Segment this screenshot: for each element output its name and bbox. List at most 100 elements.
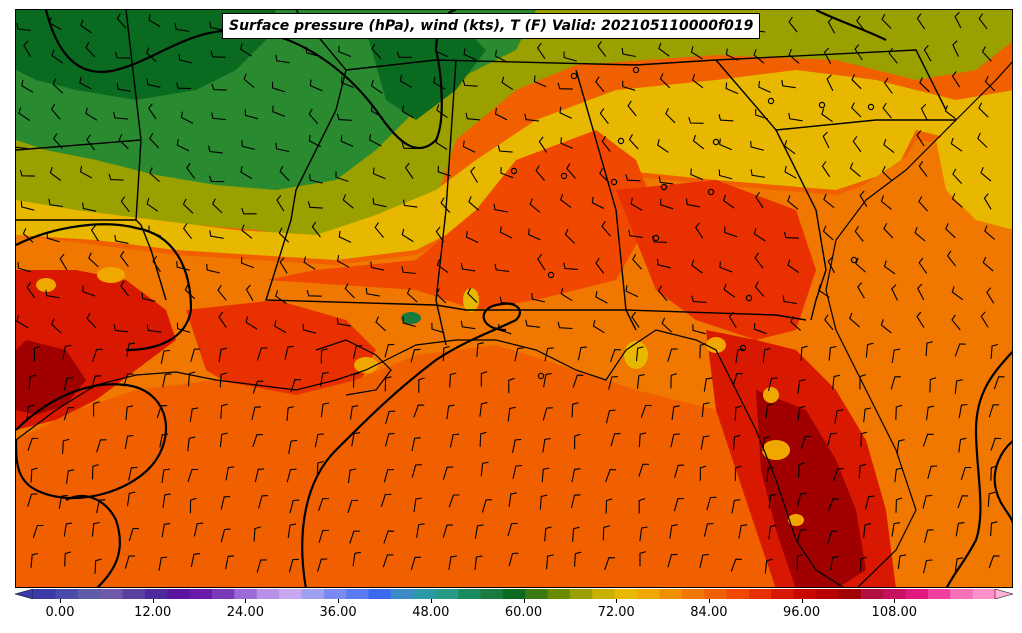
wind-barb [895, 497, 903, 513]
wind-barb [256, 347, 268, 361]
wind-barb [119, 250, 129, 267]
wind-barb [149, 167, 160, 183]
wind-barb [827, 530, 838, 544]
wind-barb [48, 198, 63, 208]
wind-barb [336, 113, 352, 121]
wind-barbs [16, 11, 1005, 574]
wind-barb [895, 404, 903, 421]
wind-barb [657, 258, 671, 269]
wind-barb [383, 530, 395, 544]
wind-barb [437, 165, 451, 177]
wind-barb [372, 167, 386, 180]
wind-barb [923, 45, 932, 62]
wind-barb [699, 465, 707, 481]
wind-barb [984, 225, 996, 240]
wind-barb [126, 491, 136, 507]
wind-barb [493, 203, 508, 213]
wind-barb [240, 43, 252, 57]
wind-barb [723, 283, 736, 298]
wind-barb [435, 288, 447, 304]
wind-barb [690, 46, 703, 60]
wind-barb [174, 23, 189, 32]
wind-barb [673, 497, 684, 512]
wind-barb [124, 555, 136, 569]
wind-barb [755, 109, 769, 120]
wind-barb [347, 499, 358, 514]
wind-barb [27, 493, 38, 507]
wind-barb [80, 19, 92, 34]
wind-barb [982, 256, 994, 272]
wind-barb [858, 463, 867, 479]
wind-barb [882, 102, 892, 119]
calm-wind-circle [745, 294, 753, 302]
wind-barb [446, 404, 455, 420]
wind-barb [891, 348, 901, 363]
wind-barb [338, 230, 352, 243]
temp-field-florida-darkred [756, 390, 866, 587]
wind-barb [922, 494, 933, 509]
wind-barb [750, 169, 765, 178]
colorbar-tick-mark [338, 599, 340, 603]
wind-barb [796, 492, 807, 507]
wind-barb [986, 287, 995, 304]
calm-wind-circle [707, 188, 715, 196]
wind-barb [118, 134, 129, 150]
wind-barb [467, 287, 478, 303]
wind-barb [897, 554, 907, 569]
wind-barb [113, 111, 128, 120]
temp-blob [354, 357, 378, 373]
wind-barb [90, 225, 99, 242]
wind-barb [754, 252, 764, 269]
colorbar-segment [547, 589, 571, 599]
wind-barb [922, 559, 933, 574]
wind-barb [20, 200, 35, 211]
wind-barb [125, 405, 134, 421]
wind-barb [563, 51, 577, 62]
temp-blob [763, 387, 779, 403]
wind-barb [209, 175, 225, 183]
wind-barb [187, 468, 198, 482]
wind-barb [824, 314, 834, 331]
wind-barb [370, 261, 385, 271]
wind-barb [508, 377, 515, 394]
wind-barb [62, 438, 70, 454]
wind-barb [557, 321, 573, 330]
wind-barb [474, 555, 483, 571]
wind-barb [918, 257, 928, 274]
wind-barb [217, 284, 227, 301]
wind-barb [418, 377, 425, 393]
wind-barb [954, 557, 964, 572]
wind-barb [279, 257, 288, 274]
wind-barb [94, 558, 102, 574]
wind-barb [564, 228, 576, 244]
wind-barb [27, 437, 39, 451]
wind-barb [85, 41, 96, 58]
wind-barb [823, 47, 832, 64]
wind-barb [28, 374, 37, 390]
wind-barb [542, 437, 551, 453]
wind-barb [180, 111, 194, 124]
wind-barb [146, 324, 162, 333]
wind-barb [918, 160, 928, 177]
wind-barb [49, 166, 62, 181]
wind-barb [209, 21, 224, 31]
wind-barb [402, 199, 418, 208]
wind-barb [883, 138, 895, 154]
colorbar-segment [323, 589, 347, 599]
colorbar-segment [659, 589, 683, 599]
wind-barb [978, 13, 988, 30]
wind-barb [371, 43, 382, 59]
wind-barb [374, 222, 384, 238]
wind-barb [790, 316, 801, 331]
wind-barb [33, 345, 41, 362]
colorbar-segment [927, 589, 951, 599]
wind-barb [79, 76, 92, 90]
colorbar-segment [771, 589, 795, 599]
wind-barb [274, 320, 287, 334]
map-title-text: Surface pressure (hPa), wind (kts), T (F… [229, 18, 754, 34]
wind-barb [340, 76, 354, 88]
wind-barb [919, 77, 930, 93]
wind-barb [605, 409, 616, 424]
wind-barb [317, 558, 328, 572]
wind-barb [849, 312, 860, 328]
